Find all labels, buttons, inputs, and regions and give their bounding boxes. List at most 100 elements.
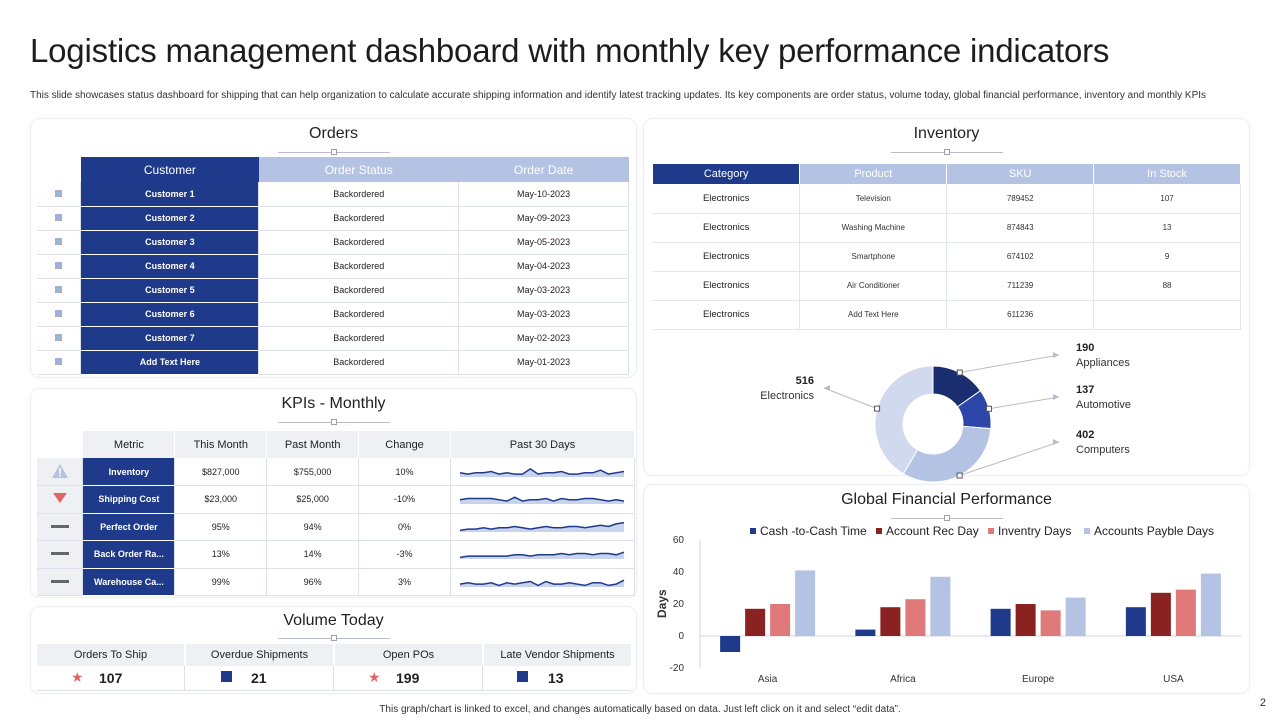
inventory-sku: 874843 [946, 213, 1095, 243]
inventory-header-product: Product [799, 164, 948, 184]
row-checkbox[interactable] [37, 326, 82, 351]
legend-swatch [1084, 528, 1090, 534]
table-row: Back Order Ra... 13% 14% -3% [37, 540, 636, 569]
donut-leader-handle [874, 405, 881, 412]
orders-title: Orders [309, 125, 358, 142]
kpi-change: -3% [358, 540, 451, 569]
volume-title: Volume Today [283, 612, 384, 629]
kpi-this-month: $827,000 [174, 458, 268, 486]
inventory-panel: Inventory Category Product SKU In Stock … [643, 118, 1250, 483]
dash-icon [37, 540, 84, 569]
donut-leader-line [823, 387, 878, 410]
order-status: Backordered [258, 302, 460, 327]
donut-value-appliances: 190 [1076, 342, 1095, 354]
donut-label-computers: Computers [1076, 444, 1130, 456]
order-date: May-10-2023 [458, 182, 629, 207]
donut-label-appliances: Appliances [1076, 357, 1130, 369]
kpi-metric: Perfect Order [82, 513, 176, 541]
kpi-change: 3% [358, 568, 451, 596]
kpi-metric: Inventory [82, 458, 176, 486]
y-tick-label: 40 [673, 567, 685, 578]
table-row: Customer 1 Backordered May-10-2023 [37, 182, 629, 207]
row-checkbox[interactable] [37, 230, 82, 255]
financial-bar-chart: Cash -to-Cash Time Account Rec Day Inventr… [655, 524, 1241, 685]
x-tick-label: Africa [890, 674, 916, 685]
checkbox-icon [55, 358, 63, 365]
row-checkbox[interactable] [37, 206, 82, 231]
legend-label: Inventry Days [998, 524, 1071, 538]
order-customer: Customer 7 [80, 326, 260, 351]
order-customer: Customer 5 [80, 278, 260, 303]
y-tick-label: -20 [670, 663, 685, 674]
row-checkbox[interactable] [37, 182, 82, 207]
inventory-stock: 13 [1093, 213, 1241, 243]
warning-icon [37, 458, 84, 486]
order-customer: Customer 4 [80, 254, 260, 279]
kpi-header-past-30-days: Past 30 Days [450, 431, 636, 458]
star-icon: ★ [71, 669, 84, 685]
bar [745, 608, 766, 636]
volume-value-open-pos: 199 [396, 670, 420, 686]
kpi-header-metric: Metric [82, 431, 176, 458]
y-axis-label: Days [655, 589, 669, 618]
financial-title: Global Financial Performance [841, 491, 1052, 508]
inventory-sku: 711239 [946, 271, 1095, 301]
donut-leader-handle [956, 472, 963, 479]
volume-panel: Volume Today Orders To Ship Overdue Ship… [30, 606, 637, 694]
dash-icon [37, 513, 84, 541]
legend-swatch [750, 528, 756, 534]
row-checkbox[interactable] [37, 350, 82, 375]
order-status: Backordered [258, 230, 460, 255]
bar [720, 636, 741, 652]
inventory-stock: 107 [1093, 184, 1241, 214]
kpi-sparkline [450, 458, 636, 486]
legend-swatch [988, 528, 994, 534]
inventory-sku: 674102 [946, 242, 1095, 272]
row-checkbox[interactable] [37, 302, 82, 327]
donut-leader-line [959, 441, 1060, 477]
legend-label: Cash -to-Cash Time [760, 524, 867, 538]
bar [855, 629, 876, 636]
arrow-head-icon [1053, 439, 1059, 445]
arrow-head-icon [1053, 352, 1059, 358]
volume-value-late-vendor-shipments: 13 [548, 670, 564, 686]
table-row: Electronics Smartphone 674102 9 [653, 242, 1241, 272]
volume-label-overdue-shipments: Overdue Shipments [186, 644, 333, 666]
kpi-past-month: 96% [266, 568, 360, 596]
order-status: Backordered [258, 326, 460, 351]
legend-label: Account Rec Day [886, 524, 979, 538]
kpi-change: 0% [358, 513, 451, 541]
kpi-this-month: 95% [174, 513, 268, 541]
kpi-panel: KPIs - Monthly Metric This Month Past Mo… [30, 388, 637, 598]
inventory-donut-chart [823, 352, 1060, 483]
bar [1065, 597, 1086, 636]
kpi-this-month: 99% [174, 568, 268, 596]
bar [1040, 610, 1061, 636]
kpi-sparkline [450, 513, 636, 541]
checkbox-icon [55, 262, 63, 269]
kpi-past-month: $755,000 [266, 458, 360, 486]
table-row: Inventory $827,000 $755,000 10% [37, 458, 636, 486]
table-row: Add Text Here Backordered May-01-2023 [37, 350, 629, 375]
order-customer: Customer 6 [80, 302, 260, 327]
kpi-past-month: 14% [266, 540, 360, 569]
kpi-metric: Shipping Cost [82, 485, 176, 514]
footer-note: This graph/chart is linked to excel, and… [379, 704, 901, 715]
inventory-category: Electronics [653, 184, 801, 214]
table-row: Customer 4 Backordered May-04-2023 [37, 254, 629, 279]
row-checkbox[interactable] [37, 278, 82, 303]
order-customer: Customer 2 [80, 206, 260, 231]
kpi-change: -10% [358, 485, 451, 514]
inventory-header-sku: SKU [946, 164, 1095, 184]
y-tick-label: 60 [673, 535, 685, 546]
bar [1175, 589, 1196, 636]
volume-label-open-pos: Open POs [335, 644, 482, 666]
volume-label-late-vendor-shipments: Late Vendor Shipments [484, 644, 631, 666]
y-tick-label: 0 [678, 631, 684, 642]
inventory-category: Electronics [653, 213, 801, 243]
row-checkbox[interactable] [37, 254, 82, 279]
table-row: Perfect Order 95% 94% 0% [37, 513, 636, 541]
volume-value-overdue-shipments: 21 [251, 670, 267, 686]
bar [880, 607, 901, 636]
table-row: Electronics Add Text Here 611236 [653, 300, 1241, 330]
